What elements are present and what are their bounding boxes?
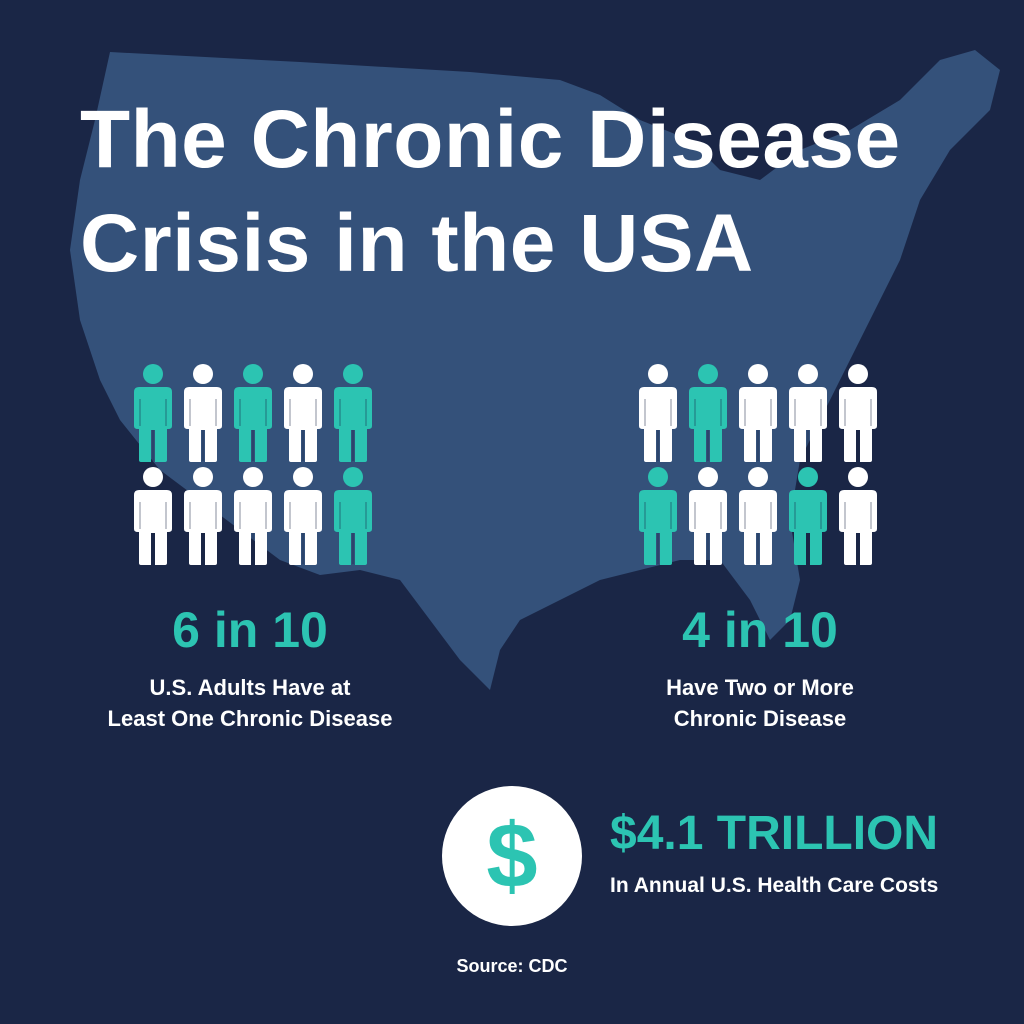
person-icon-white bbox=[638, 364, 678, 462]
caption-line-2: Least One Chronic Disease bbox=[107, 706, 393, 731]
person-icon-teal bbox=[333, 364, 373, 462]
caption-line-2: Chronic Disease bbox=[673, 706, 847, 731]
cost-stat: $4.1 TRILLION In Annual U.S. Health Care… bbox=[610, 806, 938, 901]
person-icon-white bbox=[233, 467, 273, 565]
cost-value: $4.1 TRILLION bbox=[610, 807, 939, 860]
title-line-2: Crisis in the USA bbox=[80, 198, 754, 289]
stat-caption: U.S. Adults Have at Least One Chronic Di… bbox=[70, 672, 430, 734]
person-icon-white bbox=[183, 364, 223, 462]
dollar-icon: $ bbox=[442, 786, 582, 926]
person-icon-white bbox=[738, 467, 778, 565]
person-icon-teal bbox=[688, 364, 728, 462]
person-icon-white bbox=[838, 467, 878, 565]
person-icon-teal bbox=[133, 364, 173, 462]
person-icon-white bbox=[283, 467, 323, 565]
person-icon-teal bbox=[333, 467, 373, 565]
dollar-symbol: $ bbox=[486, 804, 538, 907]
person-icon-white bbox=[838, 364, 878, 462]
title-line-1: The Chronic Disease bbox=[80, 94, 901, 185]
stat-caption: Have Two or More Chronic Disease bbox=[580, 672, 940, 734]
cost-caption: In Annual U.S. Health Care Costs bbox=[610, 874, 939, 897]
person-icon-white bbox=[133, 467, 173, 565]
stat-one-or-more: 6 in 10 U.S. Adults Have at Least One Ch… bbox=[70, 602, 430, 734]
page-title: The Chronic Disease Crisis in the USA bbox=[80, 88, 901, 296]
caption-line-1: U.S. Adults Have at bbox=[149, 675, 351, 700]
person-icon-white bbox=[788, 364, 828, 462]
person-icon-white bbox=[183, 467, 223, 565]
stat-value: 6 in 10 bbox=[172, 602, 328, 658]
person-icon-teal bbox=[788, 467, 828, 565]
source-note: Source: CDC bbox=[456, 956, 568, 976]
person-icon-teal bbox=[233, 364, 273, 462]
stat-two-or-more: 4 in 10 Have Two or More Chronic Disease bbox=[580, 602, 940, 734]
stat-value: 4 in 10 bbox=[682, 602, 838, 658]
person-icon-white bbox=[688, 467, 728, 565]
person-icon-teal bbox=[638, 467, 678, 565]
person-icon-white bbox=[738, 364, 778, 462]
caption-line-1: Have Two or More bbox=[666, 675, 854, 700]
person-icon-white bbox=[283, 364, 323, 462]
